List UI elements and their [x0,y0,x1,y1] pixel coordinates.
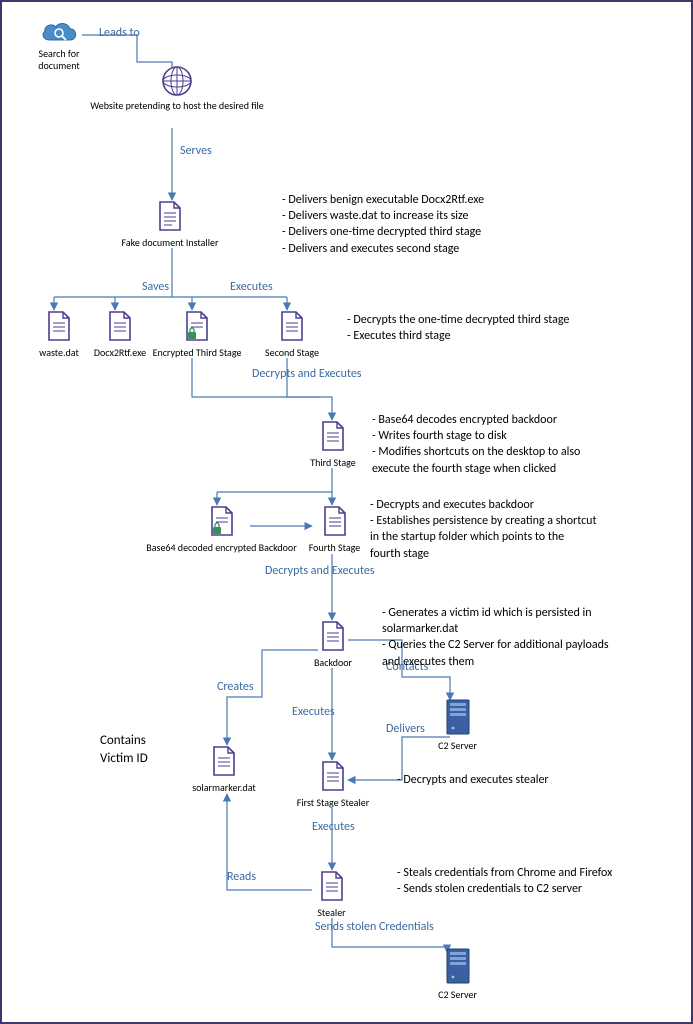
node-website-label: Website pretending to host the desired f… [57,100,297,112]
edge-label-executes-1: Executes [230,280,273,294]
annotation-victimid: Contains Victim ID [100,732,180,767]
node-solarmk-label: solarmarker.dat [184,782,264,794]
node-stage2: Second Stage [257,310,327,358]
annotation-backdoor: - Generates a victim id which is persist… [382,605,682,670]
node-fss-label: First Stage Stealer [287,797,379,809]
edge-label-delivers: Delivers [386,722,425,736]
node-stage4-label: Fourth Stage [302,542,367,554]
edge-label-saves: Saves [142,280,169,294]
node-enc3-label: Encrypted Third Stage [142,347,252,359]
edge-label-reads: Reads [227,870,256,884]
annotation-stage2: - Decrypts the one-time decrypted third … [347,312,667,344]
node-stealer: Stealer [304,870,359,918]
annotation-stealer: - Steals credentials from Chrome and Fir… [397,865,687,897]
node-installer-label: Fake document Installer [105,237,235,249]
edge-label-executes-2: Executes [292,705,335,719]
edge-label-serves: Serves [180,144,212,158]
node-waste-label: waste.dat [34,347,84,359]
edge-label-sends-creds: Sends stolen Credentials [315,920,434,934]
node-search: Search for document [24,20,94,71]
node-stealer-label: Stealer [304,907,359,919]
edge-label-decexec-2: Decrypts and Executes [265,564,375,578]
annotation-installer: - Delivers benign executable Docx2Rtf.ex… [282,192,602,257]
node-stage2-label: Second Stage [257,347,327,359]
node-stage4: Fourth Stage [302,505,367,553]
node-c2b: C2 Server [430,947,485,1001]
edge-label-decexec-1: Decrypts and Executes [252,367,362,381]
node-waste: waste.dat [34,310,84,358]
node-solarmk: solarmarker.dat [184,745,264,793]
annotation-stage3: - Base64 decodes encrypted backdoor - Wr… [372,412,682,477]
node-backdoor: Backdoor [302,620,364,668]
edge-label-executes-3: Executes [312,820,355,834]
edge-label-creates: Creates [217,680,254,694]
node-website: Website pretending to host the desired f… [112,64,242,112]
node-search-label: Search for document [24,48,94,71]
annotation-stage4: - Decrypts and executes backdoor - Estab… [370,497,680,562]
node-b64bd: Base64 decoded encrypted Backdoor [157,505,287,553]
node-fss: First Stage Stealer [287,760,379,808]
edge-label-leads-to: Leads to [99,26,140,40]
node-c2b-label: C2 Server [430,989,485,1001]
node-b64bd-label: Base64 decoded encrypted Backdoor [129,542,314,554]
node-stage3-label: Third Stage [302,457,364,469]
annotation-fss: - Decrypts and executes stealer [397,772,677,788]
node-stage3: Third Stage [302,420,364,468]
node-installer: Fake document Installer [140,200,200,248]
node-enc3: Encrypted Third Stage [152,310,242,358]
node-c2a: C2 Server [430,698,485,752]
node-backdoor-label: Backdoor [302,657,364,669]
diagram-canvas: Search for document Website pretending t… [0,0,693,1024]
node-c2a-label: C2 Server [430,740,485,752]
